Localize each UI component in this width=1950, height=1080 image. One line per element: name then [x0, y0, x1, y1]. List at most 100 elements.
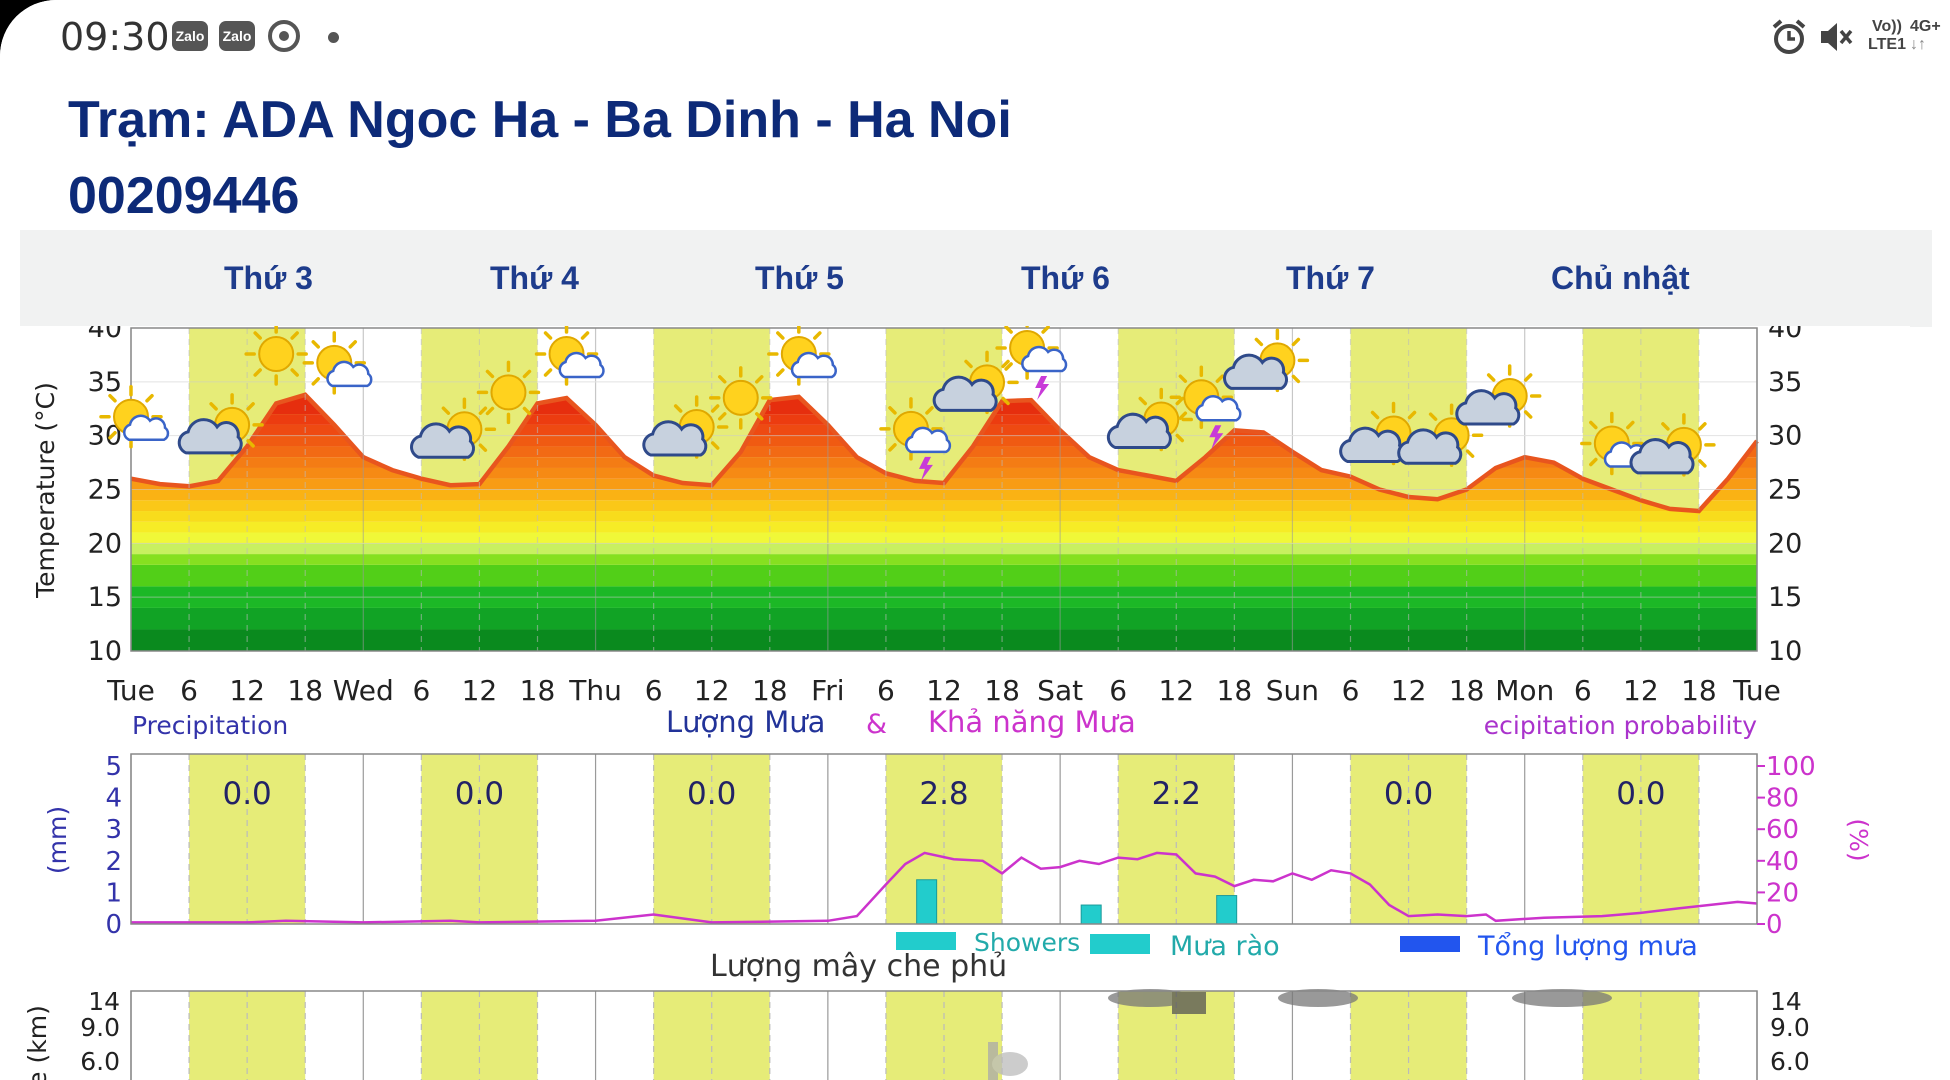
hour-tick-label: 18	[752, 674, 788, 707]
volte-top: Vo))	[1872, 18, 1902, 35]
daily-precip-total: 0.0	[1616, 776, 1665, 812]
cloud-cover-blobs	[988, 989, 1612, 1080]
precip-title-vn: Lượng Mưa	[666, 705, 825, 739]
temp-ytick: 15	[88, 582, 122, 613]
temp-ytick-right: 30	[1768, 421, 1802, 452]
day-tick-label: Tue	[1732, 674, 1781, 707]
daytime-band	[1118, 754, 1235, 924]
hour-tick-label: 12	[1158, 674, 1194, 707]
daily-precip-total: 0.0	[687, 776, 736, 812]
daytime-band	[885, 754, 1003, 924]
day-label: Thứ 7	[1286, 260, 1375, 296]
hour-tick-label: 12	[926, 674, 962, 707]
precip-amp: &	[866, 709, 887, 740]
prob-ytick: 80	[1766, 784, 1799, 814]
daytime-band	[1350, 754, 1467, 924]
hour-tick-label: 12	[694, 674, 730, 707]
day-label: Chủ nhật	[1551, 260, 1690, 296]
temp-ytick-right: 10	[1768, 636, 1802, 667]
day-label: Thứ 4	[490, 260, 579, 296]
mute-icon	[1821, 23, 1853, 51]
day-tick-label: Wed	[333, 674, 394, 707]
precip-title-en: Precipitation	[132, 711, 288, 740]
station-name: Trạm: ADA Ngoc Ha - Ba Dinh - Ha Noi	[68, 91, 1012, 149]
temp-ytick: 40	[88, 326, 122, 344]
daytime-band	[653, 754, 770, 924]
legend-showers-label: Showers	[974, 928, 1080, 957]
status-time: 09:30	[60, 15, 170, 59]
cloud-ytick: 9.0	[80, 1013, 120, 1042]
shower-bar	[1080, 904, 1102, 925]
hour-tick-label: 6	[645, 674, 663, 707]
hour-tick-label: 6	[1109, 674, 1127, 707]
day-label: Thứ 3	[224, 260, 313, 296]
shower-bar	[1216, 895, 1238, 925]
precip-ytick: 1	[105, 878, 122, 908]
volte-icon: Vo)) LTE1	[1864, 18, 1910, 54]
cloud-ytick: 6.0	[80, 1047, 120, 1076]
day-tick-label: Sun	[1266, 674, 1319, 707]
day-tick-label: Sat	[1037, 674, 1083, 707]
hour-tick-label: 6	[412, 674, 430, 707]
day-tick-label: Thu	[568, 674, 622, 707]
station-id: 00209446	[68, 167, 300, 225]
4g-signal-icon: 4G+ ↓↑	[1910, 18, 1941, 54]
temp-ytick: 35	[88, 367, 122, 398]
prob-ytick: 40	[1766, 847, 1799, 877]
sun-icon	[476, 360, 541, 425]
hour-tick-label: 12	[462, 674, 498, 707]
temp-ytick: 20	[88, 528, 122, 559]
status-bar: 09:30 Zalo Zalo Vo)) LTE1 4G+ ↓↑	[0, 0, 1950, 74]
daily-precip-total: 2.2	[1152, 776, 1201, 812]
alarm-icon	[1772, 19, 1806, 54]
day-label: Thứ 6	[1021, 260, 1110, 296]
hour-tick-label: 12	[1391, 674, 1427, 707]
cloud-cover-panel: Lượng mây che phủ e (km) 14 9.0 6.0 14 9…	[23, 949, 1810, 1080]
temp-ytick-right: 15	[1768, 582, 1802, 613]
legend-total-vn: Tổng lượng mưa	[1477, 931, 1698, 962]
hour-tick-label: 18	[1449, 674, 1485, 707]
cloud-title: Lượng mây che phủ	[710, 949, 1007, 984]
cloud-ylabel: e (km)	[23, 1005, 52, 1080]
chrome-icon	[268, 20, 300, 52]
day-tick-label: Mon	[1495, 674, 1554, 707]
prob-title-vn: Khả năng Mưa	[928, 705, 1136, 739]
hour-tick-label: 18	[287, 674, 323, 707]
temperature-panel: Temperature (°C) 10 15 20 25 30 35 40 10 15 20 25…	[31, 326, 1802, 667]
temp-ytick-right: 35	[1768, 367, 1802, 398]
network-type: 4G+	[1910, 18, 1941, 35]
hour-tick-label: 6	[877, 674, 895, 707]
hour-tick-label: 18	[984, 674, 1020, 707]
legend-swatch-total	[1400, 936, 1460, 952]
hour-tick-label: 18	[1217, 674, 1253, 707]
cloud-ytick-right: 9.0	[1770, 1013, 1810, 1042]
hour-tick-label: 6	[1342, 674, 1360, 707]
time-axis-labels: Tue 6 12 18 Wed 6 12 18 Thu 6 12 18 Fri 6 12 18 Sat 6 12 18…	[106, 674, 1781, 707]
precip-ytick: 0	[105, 910, 122, 940]
legend-swatch-shower-vn	[1090, 934, 1150, 954]
daytime-band	[189, 754, 306, 924]
day-header-panel	[20, 230, 1932, 327]
hour-tick-label: 18	[1681, 674, 1717, 707]
volte-bottom: LTE1	[1868, 36, 1906, 53]
zalo-icon: Zalo	[219, 21, 255, 51]
data-arrows-icon: ↓↑	[1910, 36, 1926, 53]
daily-precip-total: 0.0	[222, 776, 271, 812]
day-label: Thứ 5	[755, 260, 844, 296]
precip-ytick: 4	[105, 784, 122, 814]
prob-title-en: ecipitation probability	[1484, 711, 1757, 740]
prob-ytick: 0	[1766, 910, 1783, 940]
cloud-ytick: 14	[88, 987, 120, 1016]
sun-icon	[709, 366, 773, 430]
prob-ytick: 100	[1766, 752, 1816, 782]
prob-ylabel: (%)	[1844, 818, 1873, 861]
day-tick-label: Fri	[811, 674, 844, 707]
precipitation-panel: Precipitation Lượng Mưa & Khả năng Mưa e…	[43, 705, 1873, 962]
daily-precip-total: 0.0	[455, 776, 504, 812]
hour-tick-label: 12	[1623, 674, 1659, 707]
temp-ytick: 25	[88, 475, 122, 506]
temp-ytick-right: 25	[1768, 475, 1802, 506]
legend-swatch-showers	[896, 932, 956, 950]
